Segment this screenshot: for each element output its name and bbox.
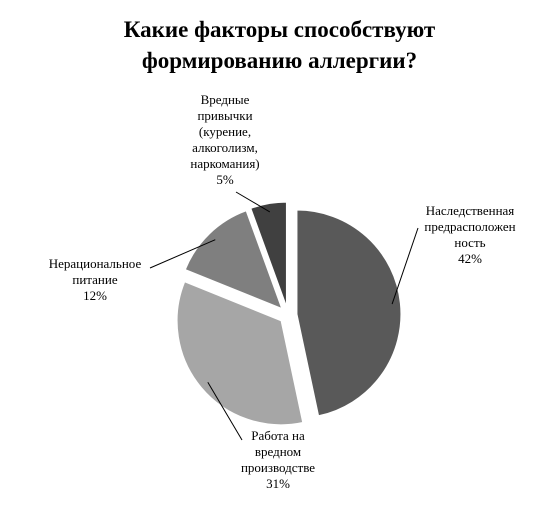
category-label: Нерациональное питание [48, 256, 142, 287]
slice-label: Нерациональное питание 12% [20, 256, 170, 304]
value-label: 42% [458, 251, 482, 266]
slice-label: Вредные привычки (курение, алкоголизм, н… [150, 92, 300, 188]
category-label: Наследственная предрасположен ность [424, 203, 516, 250]
leader-line [149, 239, 216, 269]
chart-title: Какие факторы способствуют формированию … [123, 17, 436, 73]
slice-label: Работа на вредном производстве 31% [203, 428, 353, 492]
value-label: 31% [266, 476, 290, 491]
leader-line [391, 227, 419, 305]
pie-slice [176, 281, 304, 426]
pie-slice [250, 201, 287, 307]
category-label: Работа на вредном производстве [240, 428, 316, 475]
value-label: 5% [216, 172, 234, 187]
pie-slice [296, 209, 402, 417]
value-label: 12% [83, 288, 107, 303]
pie-slice [184, 210, 283, 310]
category-label: Вредные привычки (курение, алкоголизм, н… [190, 92, 260, 171]
leader-line [207, 382, 243, 441]
leader-line [235, 191, 271, 213]
slice-label: Наследственная предрасположен ность 42% [395, 203, 545, 267]
